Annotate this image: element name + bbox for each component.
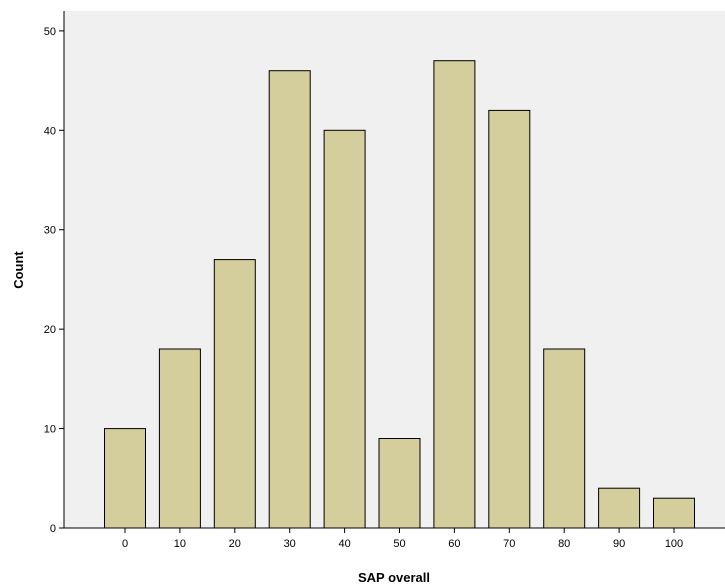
y-tick-label: 10 [44,424,56,436]
bar-50 [378,438,421,529]
bar-90 [598,487,641,529]
x-tick-label: 20 [229,538,241,550]
bar-60 [433,60,476,529]
axes-group [63,11,725,529]
x-tick-label: 80 [558,538,570,550]
bar-40 [323,129,366,529]
bar-10 [158,348,201,529]
bar-70 [488,109,531,529]
bar-20 [213,259,256,529]
y-ticks-group: 0 10 20 30 40 50 [44,26,64,535]
x-tick-label: 40 [338,538,350,550]
y-tick-label: 50 [44,26,56,38]
y-tick-label: 30 [44,225,56,237]
x-tick-label: 100 [665,538,683,550]
y-tick-label: 0 [50,523,56,535]
y-axis-title: Count [11,251,26,289]
bar-80 [543,348,586,529]
bar-0 [104,428,146,529]
x-tick-label: 10 [174,538,186,550]
x-tick-label: 90 [613,538,625,550]
bar-100 [653,497,695,529]
x-tick-label: 30 [284,538,296,550]
y-tick-label: 20 [44,324,56,336]
x-tick-label: 50 [393,538,405,550]
x-tick-label: 0 [122,538,128,550]
x-ticks-group: 0 10 20 30 40 50 60 70 80 90 100 [122,528,683,550]
y-tick-label: 40 [44,125,56,137]
x-tick-label: 60 [448,538,460,550]
bar-30 [268,70,311,529]
x-tick-label: 70 [503,538,515,550]
x-axis-title: SAP overall [358,570,430,585]
bars-group [104,60,695,529]
